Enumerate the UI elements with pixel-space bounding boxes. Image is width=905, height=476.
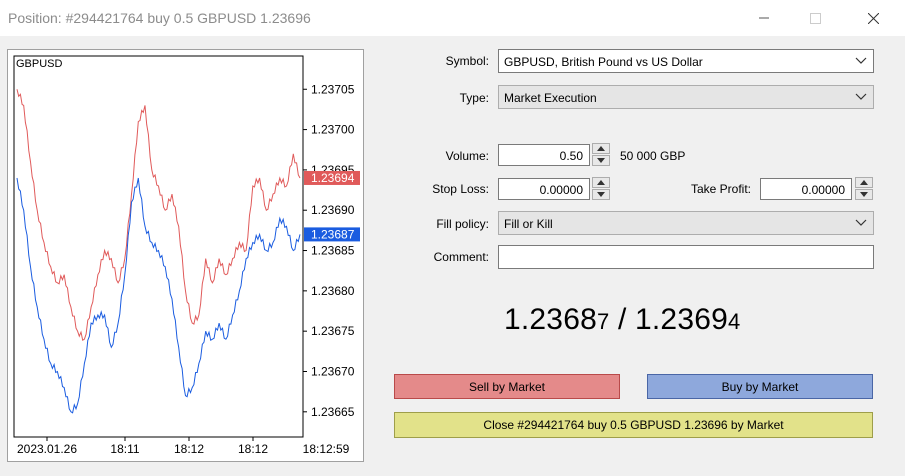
stop-loss-decrease-button[interactable] — [592, 189, 610, 200]
x-tick-label: 18:12 — [174, 442, 204, 456]
take-profit-input[interactable]: 0.00000 — [760, 178, 852, 200]
y-tick-label: 1.23690 — [311, 203, 355, 217]
stop-loss-input[interactable]: 0.00000 — [498, 178, 590, 200]
bid-price-small: 7 — [596, 309, 610, 334]
fill-policy-label: Fill policy: — [436, 217, 489, 231]
take-profit-value: 0.00000 — [801, 183, 845, 197]
quote-display: 1.23687 / 1.23694 — [504, 303, 740, 337]
ask-price-tag-text: 1.23694 — [311, 171, 355, 185]
y-tick-label: 1.23685 — [311, 244, 355, 258]
close-icon — [867, 12, 879, 24]
maximize-icon — [809, 12, 821, 24]
chart-symbol: GBPUSD — [16, 58, 63, 70]
stop-loss-increase-button[interactable] — [592, 177, 610, 188]
arrow-up-icon — [597, 180, 605, 185]
y-tick-label: 1.23670 — [311, 364, 355, 378]
x-tick-label: 18:11 — [110, 442, 139, 456]
bid-price-tag: 1.23687 — [304, 227, 360, 242]
chart-canvas: GBPUSD 1.237051.237001.236951.236901.236… — [13, 55, 360, 456]
ask-price-main: 1.2369 — [635, 303, 728, 336]
x-tick-label: 2023.01.26 — [17, 442, 77, 456]
fill-policy-value: Fill or Kill — [504, 217, 553, 231]
symbol-select-value: GBPUSD, British Pound vs US Dollar — [504, 55, 703, 69]
arrow-up-icon — [860, 180, 868, 185]
take-profit-increase-button[interactable] — [855, 177, 873, 188]
x-tick-label: 18:12 — [238, 442, 268, 456]
plot-frame — [13, 55, 304, 438]
comment-label: Comment: — [433, 250, 489, 264]
minimize-button[interactable] — [741, 0, 787, 36]
bid-price-main: 1.2368 — [504, 303, 597, 336]
quote-separator: / — [609, 303, 636, 336]
volume-decrease-button[interactable] — [592, 155, 610, 166]
arrow-down-icon — [597, 192, 605, 197]
take-profit-stepper[interactable] — [855, 177, 873, 201]
volume-value: 0.50 — [559, 149, 583, 163]
type-select[interactable]: Market Execution — [498, 85, 874, 109]
symbol-label: Symbol: — [445, 54, 489, 68]
ask-price-small: 4 — [727, 309, 741, 334]
take-profit-label: Take Profit: — [690, 182, 751, 196]
ask-series-line — [16, 89, 301, 341]
volume-input[interactable]: 0.50 — [498, 144, 590, 166]
chevron-down-icon — [855, 219, 867, 226]
minimize-icon — [759, 17, 769, 19]
x-tick-label: 18:12:59 — [303, 442, 350, 456]
title-bar: Position: #294421764 buy 0.5 GBPUSD 1.23… — [0, 0, 905, 36]
stop-loss-label: Stop Loss: — [432, 182, 489, 196]
close-window-button[interactable] — [850, 0, 896, 36]
tick-chart: GBPUSD 1.23705 1.23700 1.23695 1.23690 1.236… — [7, 49, 364, 462]
fill-policy-select[interactable]: Fill or Kill — [498, 211, 874, 235]
y-tick-label: 1.23680 — [311, 284, 355, 298]
arrow-down-icon — [597, 158, 605, 163]
y-tick-label: 1.23675 — [311, 324, 355, 338]
volume-stepper[interactable] — [592, 143, 610, 167]
stop-loss-stepper[interactable] — [592, 177, 610, 201]
take-profit-decrease-button[interactable] — [855, 189, 873, 200]
comment-input[interactable] — [498, 245, 874, 269]
arrow-up-icon — [597, 146, 605, 151]
volume-note: 50 000 GBP — [620, 149, 686, 163]
y-tick-label: 1.23665 — [311, 405, 355, 419]
buy-by-market-button[interactable]: Buy by Market — [647, 374, 873, 399]
bid-series-line — [16, 177, 301, 414]
symbol-select[interactable]: GBPUSD, British Pound vs US Dollar — [498, 49, 874, 73]
y-tick-label: 1.23700 — [311, 123, 355, 137]
ask-price-tag: 1.23694 — [304, 170, 360, 185]
maximize-button[interactable] — [792, 0, 838, 36]
bid-price-tag-text: 1.23687 — [311, 227, 355, 241]
arrow-down-icon — [860, 192, 868, 197]
type-select-value: Market Execution — [504, 91, 597, 105]
close-position-button[interactable]: Close #294421764 buy 0.5 GBPUSD 1.23696 … — [394, 412, 873, 438]
chevron-down-icon — [855, 93, 867, 100]
volume-increase-button[interactable] — [592, 143, 610, 154]
stop-loss-value: 0.00000 — [539, 183, 583, 197]
type-label: Type: — [459, 91, 489, 105]
y-tick-label: 1.23705 — [311, 82, 355, 96]
chevron-down-icon — [855, 57, 867, 64]
window-title: Position: #294421764 buy 0.5 GBPUSD 1.23… — [8, 10, 311, 26]
sell-by-market-button[interactable]: Sell by Market — [394, 374, 620, 399]
volume-label: Volume: — [445, 149, 489, 163]
